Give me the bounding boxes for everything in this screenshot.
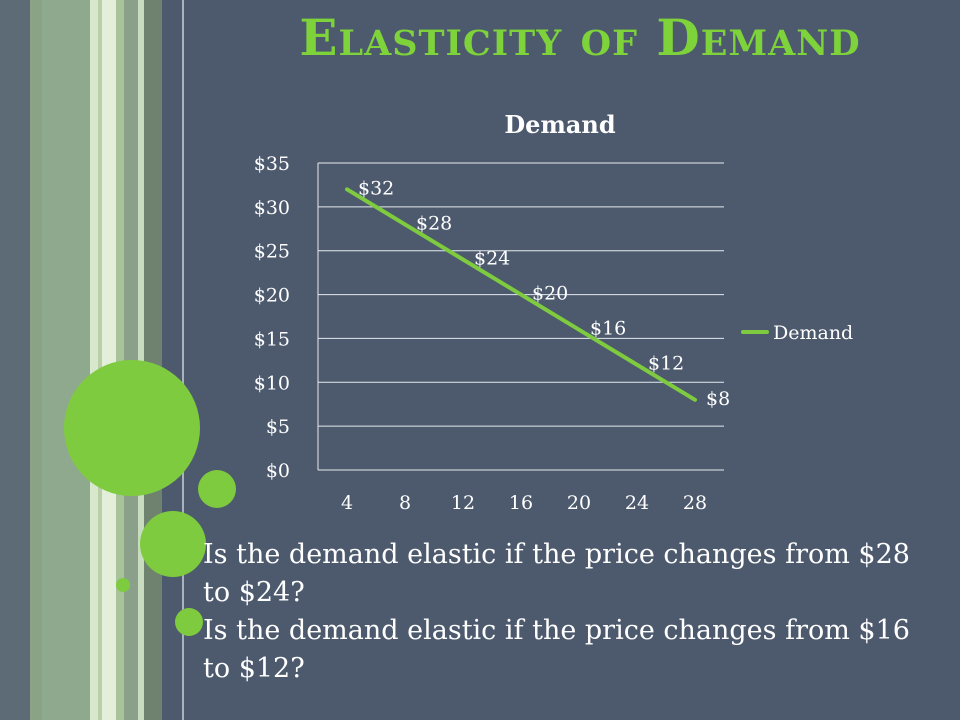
data-label: $28 (416, 212, 452, 234)
series-line-demand (345, 187, 697, 402)
data-label: $20 (532, 283, 568, 305)
y-tick-label: $30 (254, 197, 290, 219)
legend-label-demand: Demand (773, 322, 853, 344)
data-label: $8 (706, 388, 730, 410)
stripe (102, 0, 116, 720)
stripe (42, 0, 90, 720)
y-tick-label: $10 (254, 372, 290, 394)
stripe (90, 0, 98, 720)
y-tick-label: $20 (254, 285, 290, 307)
data-label: $24 (474, 247, 510, 269)
decorative-circle-large (64, 360, 200, 496)
decorative-circle-small (198, 470, 236, 508)
y-tick-label: $5 (266, 416, 290, 438)
data-label: $32 (358, 177, 394, 199)
stripe (98, 0, 102, 720)
question-block: Is the demand elastic if the price chang… (203, 536, 943, 688)
question-2: Is the demand elastic if the price chang… (203, 615, 910, 684)
x-tick-label: 12 (451, 492, 475, 514)
y-tick-label: $35 (254, 153, 290, 175)
x-tick-label: 4 (341, 492, 353, 514)
divider-line (182, 0, 184, 720)
chart-title: Demand (504, 110, 616, 139)
y-tick-label: $0 (266, 460, 290, 482)
decorative-circle-medium (140, 511, 206, 577)
x-tick-label: 16 (509, 492, 533, 514)
decorative-circle-small-2 (175, 608, 203, 636)
stripe (0, 0, 30, 720)
x-tick-label: 8 (399, 492, 411, 514)
decorative-circle-tiny (116, 578, 130, 592)
y-tick-label: $15 (254, 328, 290, 350)
x-tick-label: 28 (683, 492, 707, 514)
data-label: $12 (648, 353, 684, 375)
x-tick-label: 20 (567, 492, 591, 514)
slide-title: Elasticity of Demand (299, 8, 861, 67)
y-tick-label: $25 (254, 241, 290, 263)
data-label: $16 (590, 318, 626, 340)
stripe (30, 0, 42, 720)
question-1: Is the demand elastic if the price chang… (203, 539, 910, 608)
x-tick-label: 24 (625, 492, 649, 514)
